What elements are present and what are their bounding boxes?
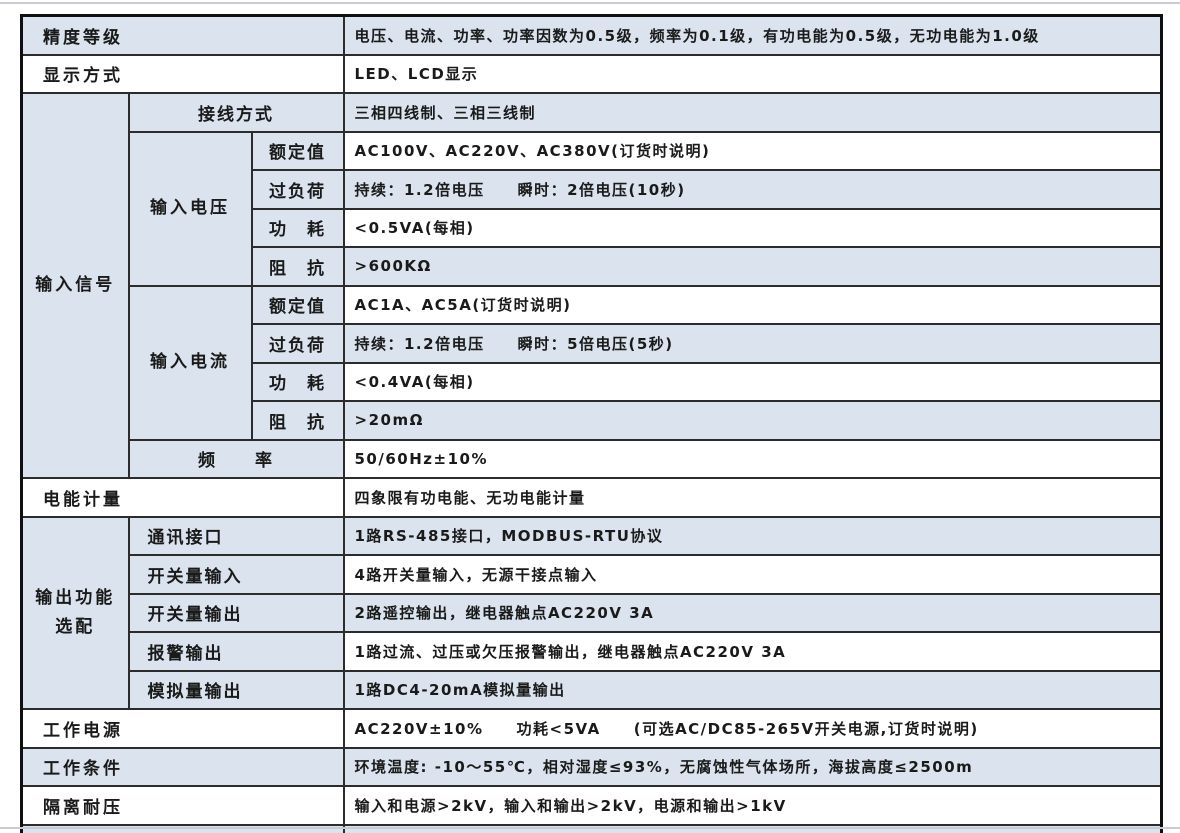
page-top-edge	[0, 2, 1180, 4]
isolation-withstand-label: 隔离耐压	[20, 785, 345, 826]
row-accuracy: 精度等级 电压、电流、功率、功率因数为0.5级，频率为0.1级，有功电能为0.5…	[20, 14, 1163, 56]
digital-input-label: 开关量输入	[127, 554, 345, 595]
row-current-overload: 过负荷 持续：1.2倍电压 瞬时：5倍电压(5秒)	[22, 323, 1163, 364]
accuracy-label: 精度等级	[20, 14, 345, 56]
row-current-rated: 输入电流 额定值 AC1A、AC5A(订货时说明)	[22, 284, 1163, 441]
working-conditions-value: 环境温度: -10～55℃，相对湿度≤93%，无腐蚀性气体场所，海拔高度≤250…	[342, 746, 1163, 787]
frequency-label: 频 率	[127, 438, 345, 479]
frequency-value: 50/60Hz±10%	[342, 438, 1163, 479]
row-voltage-impedance: 阻 抗 >600KΩ	[22, 246, 1163, 287]
output-options-group-label: 输出功能 选配	[20, 515, 130, 710]
digital-output-value: 2路遥控输出，继电器触点AC220V 3A	[342, 592, 1163, 633]
power-supply-label: 工作电源	[20, 708, 345, 749]
spec-table: 精度等级 电压、电流、功率、功率因数为0.5级，频率为0.1级，有功电能为0.5…	[20, 14, 1163, 833]
row-energy-metering: 电能计量 四象限有功电能、无功电能计量	[20, 477, 1163, 518]
current-overload-label: 过负荷	[250, 323, 345, 364]
input-voltage-group-label: 输入电压	[127, 130, 253, 287]
row-wiring: 输入信号 接线方式 三相四线制、三相三线制	[20, 92, 1163, 479]
display-value: LED、LCD显示	[342, 53, 1163, 94]
voltage-impedance-value: >600KΩ	[342, 246, 1163, 287]
row-comm-interface: 输出功能 选配 通讯接口 1路RS-485接口，MODBUS-RTU协议	[20, 515, 1163, 710]
row-digital-output: 开关量输出 2路遥控输出，继电器触点AC220V 3A	[22, 592, 1163, 633]
row-display: 显示方式 LED、LCD显示	[20, 53, 1163, 94]
row-working-conditions: 工作条件 环境温度: -10～55℃，相对湿度≤93%，无腐蚀性气体场所，海拔高…	[20, 746, 1163, 787]
wiring-value: 三相四线制、三相三线制	[342, 92, 1163, 133]
row-current-impedance: 阻 抗 >20mΩ	[22, 400, 1163, 441]
row-digital-input: 开关量输入 4路开关量输入，无源干接点输入	[22, 554, 1163, 595]
row-current-consumption: 功 耗 <0.4VA(每相)	[22, 361, 1163, 402]
row-voltage-rated: 输入电压 额定值 AC100V、AC220V、AC380V(订货时说明)	[22, 130, 1163, 287]
current-consumption-value: <0.4VA(每相)	[342, 361, 1163, 402]
alarm-output-value: 1路过流、过压或欠压报警输出，继电器触点AC220V 3A	[342, 631, 1163, 672]
digital-output-label: 开关量输出	[127, 592, 345, 633]
analog-output-value: 1路DC4-20mA模拟量输出	[342, 669, 1163, 710]
voltage-consumption-value: <0.5VA(每相)	[342, 207, 1163, 248]
row-voltage-overload: 过负荷 持续：1.2倍电压 瞬时：2倍电压(10秒)	[22, 169, 1163, 210]
voltage-overload-value: 持续：1.2倍电压 瞬时：2倍电压(10秒)	[342, 169, 1163, 210]
current-rated-value: AC1A、AC5A(订货时说明)	[342, 284, 1163, 325]
alarm-output-label: 报警输出	[127, 631, 345, 672]
wiring-label: 接线方式	[127, 92, 345, 133]
current-consumption-label: 功 耗	[250, 361, 345, 402]
row-isolation-withstand: 隔离耐压 输入和电源>2kV，输入和输出>2kV，电源和输出>1kV	[20, 785, 1163, 826]
input-signal-group-label: 输入信号	[20, 92, 130, 479]
current-rated-label: 额定值	[250, 284, 345, 325]
energy-metering-label: 电能计量	[20, 477, 345, 518]
row-voltage-consumption: 功 耗 <0.5VA(每相)	[22, 207, 1163, 248]
energy-metering-value: 四象限有功电能、无功电能计量	[342, 477, 1163, 518]
current-overload-value: 持续：1.2倍电压 瞬时：5倍电压(5秒)	[342, 323, 1163, 364]
current-impedance-value: >20mΩ	[342, 400, 1163, 441]
isolation-withstand-value: 输入和电源>2kV，输入和输出>2kV，电源和输出>1kV	[342, 785, 1163, 826]
working-conditions-label: 工作条件	[20, 746, 345, 787]
accuracy-value: 电压、电流、功率、功率因数为0.5级，频率为0.1级，有功电能为0.5级，无功电…	[342, 14, 1163, 56]
analog-output-label: 模拟量输出	[127, 669, 345, 710]
voltage-overload-label: 过负荷	[250, 169, 345, 210]
voltage-rated-value: AC100V、AC220V、AC380V(订货时说明)	[342, 130, 1163, 171]
voltage-rated-label: 额定值	[250, 130, 345, 171]
current-impedance-label: 阻 抗	[250, 400, 345, 441]
power-supply-value: AC220V±10% 功耗<5VA (可选AC/DC85-265V开关电源,订货…	[342, 708, 1163, 749]
page-bottom-edge	[0, 827, 1180, 829]
comm-interface-value: 1路RS-485接口，MODBUS-RTU协议	[342, 515, 1163, 556]
digital-input-value: 4路开关量输入，无源干接点输入	[342, 554, 1163, 595]
row-frequency: 频 率 50/60Hz±10%	[22, 438, 1163, 479]
voltage-impedance-label: 阻 抗	[250, 246, 345, 287]
row-power-supply: 工作电源 AC220V±10% 功耗<5VA (可选AC/DC85-265V开关…	[20, 708, 1163, 749]
row-analog-output: 模拟量输出 1路DC4-20mA模拟量输出	[22, 669, 1163, 710]
display-label: 显示方式	[20, 53, 345, 94]
row-alarm-output: 报警输出 1路过流、过压或欠压报警输出，继电器触点AC220V 3A	[22, 631, 1163, 672]
input-current-group-label: 输入电流	[127, 284, 253, 441]
voltage-consumption-label: 功 耗	[250, 207, 345, 248]
comm-interface-label: 通讯接口	[127, 515, 345, 556]
